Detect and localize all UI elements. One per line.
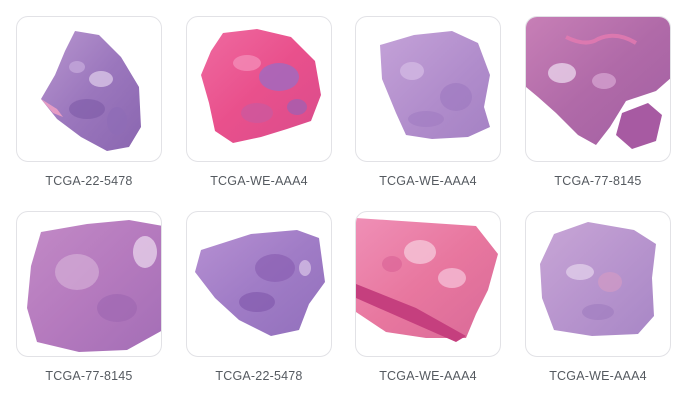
slide-label: TCGA-WE-AAA4: [210, 174, 308, 188]
slide-thumbnail[interactable]: [525, 16, 671, 162]
slide-label: TCGA-77-8145: [45, 369, 133, 383]
slide-label: TCGA-22-5478: [215, 369, 303, 383]
tissue-image: [356, 218, 498, 342]
tissue-image: [540, 222, 656, 336]
slide-thumbnail[interactable]: [16, 211, 162, 357]
tissue-image: [201, 29, 321, 143]
slide-label: TCGA-WE-AAA4: [549, 369, 647, 383]
slide-label: TCGA-77-8145: [554, 174, 642, 188]
slide-thumbnail[interactable]: [186, 16, 332, 162]
slide-label: TCGA-WE-AAA4: [379, 174, 477, 188]
tissue-image: [41, 31, 141, 151]
tissue-image: [380, 31, 490, 139]
slide-thumbnail[interactable]: [16, 16, 162, 162]
slide-thumbnail[interactable]: [186, 211, 332, 357]
slide-thumbnail[interactable]: [355, 16, 501, 162]
tissue-image: [27, 220, 161, 352]
slide-thumbnail[interactable]: [525, 211, 671, 357]
tissue-image: [526, 17, 670, 149]
tissue-image: [195, 230, 325, 336]
slide-thumbnail[interactable]: [355, 211, 501, 357]
slide-label: TCGA-22-5478: [45, 174, 133, 188]
slide-label: TCGA-WE-AAA4: [379, 369, 477, 383]
